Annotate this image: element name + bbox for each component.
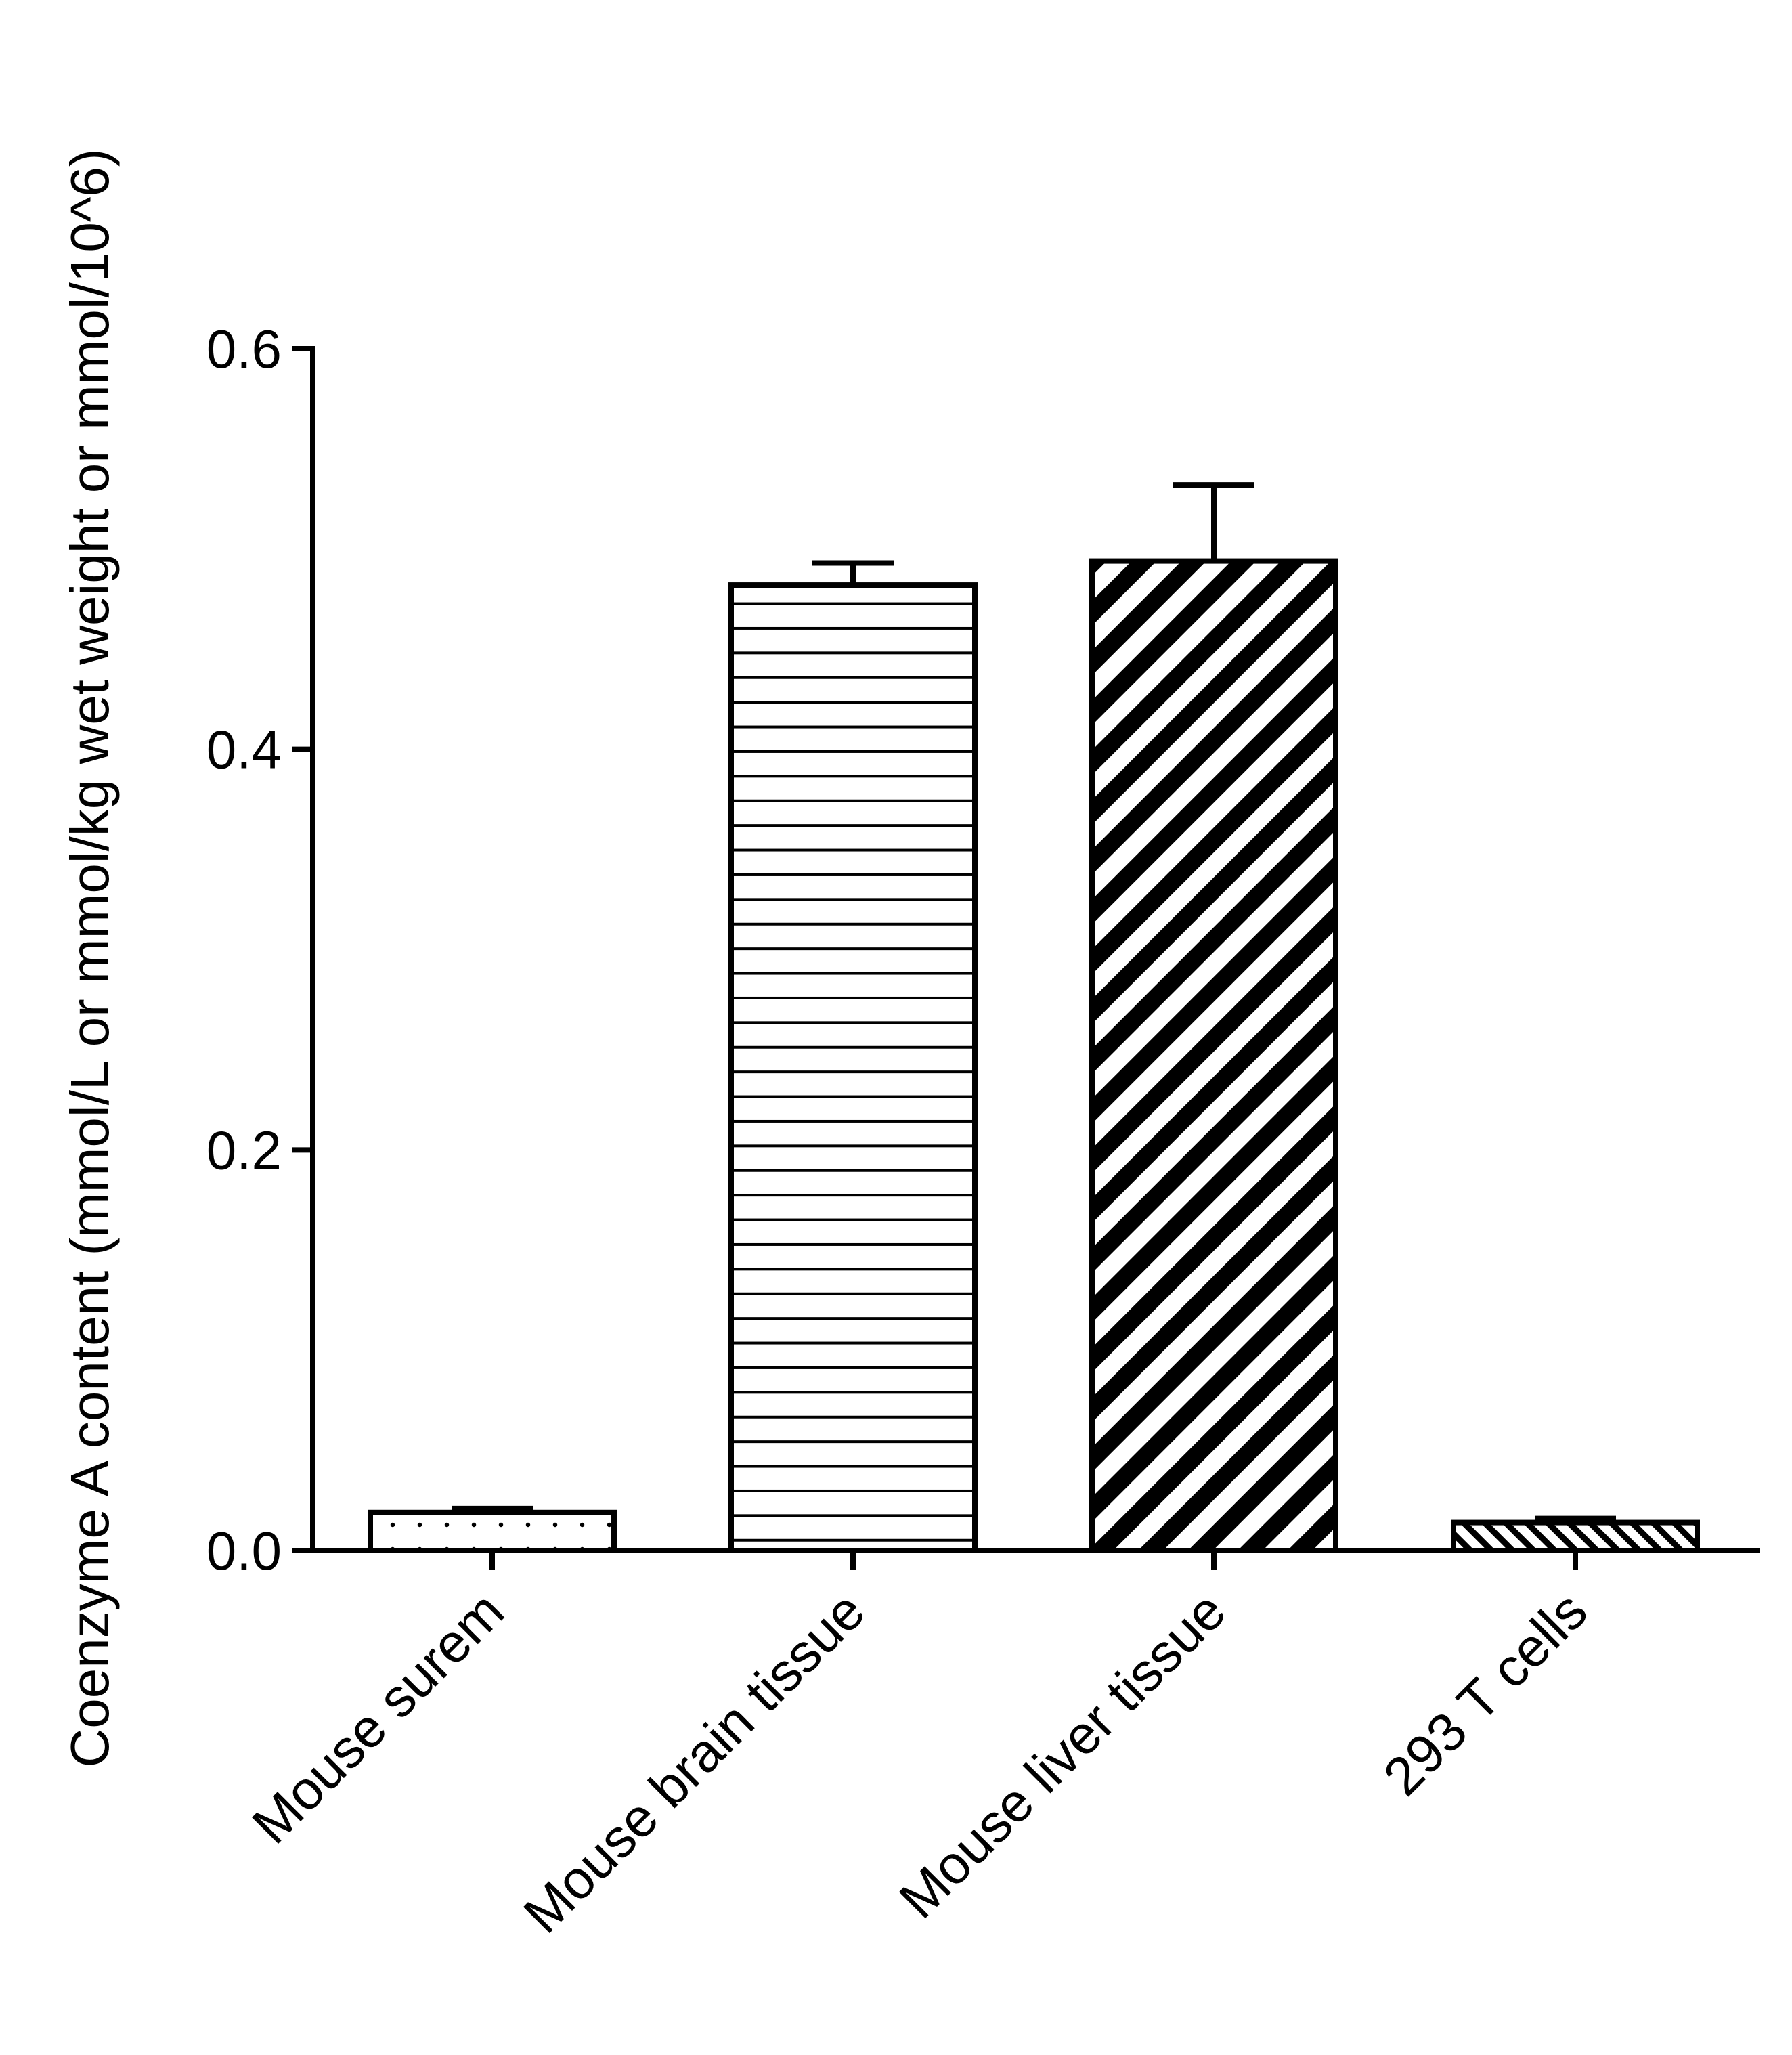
x-axis [292, 1548, 1760, 1570]
error-bars [452, 482, 1616, 1523]
x-tick-label: 293 T cells [1372, 1580, 1598, 1807]
bar-1 [368, 1509, 617, 1554]
bar-2 [728, 582, 978, 1553]
y-axis-title: Coenzyme A content (mmol/L or mmol/kg we… [60, 148, 120, 1767]
x-tick-label: Mouse brain tissue [512, 1580, 876, 1945]
y-axis [292, 346, 315, 1553]
y-tick-label: 0.6 [206, 319, 282, 379]
y-tick-label: 0.4 [206, 720, 282, 780]
x-tick-label: Mouse liver tissue [888, 1580, 1237, 1930]
y-tick-label: 0.0 [206, 1521, 282, 1581]
bar-3 [1089, 558, 1338, 1553]
bar-4 [1451, 1519, 1700, 1553]
y-tick-label: 0.2 [206, 1120, 282, 1180]
y-tick-labels: 0.0 0.2 0.4 0.6 [206, 319, 282, 1581]
x-tick-label: Mouse surem [240, 1580, 515, 1855]
bars [368, 558, 1700, 1554]
y-axis-title-group: Coenzyme A content (mmol/L or mmol/kg we… [60, 148, 120, 1767]
